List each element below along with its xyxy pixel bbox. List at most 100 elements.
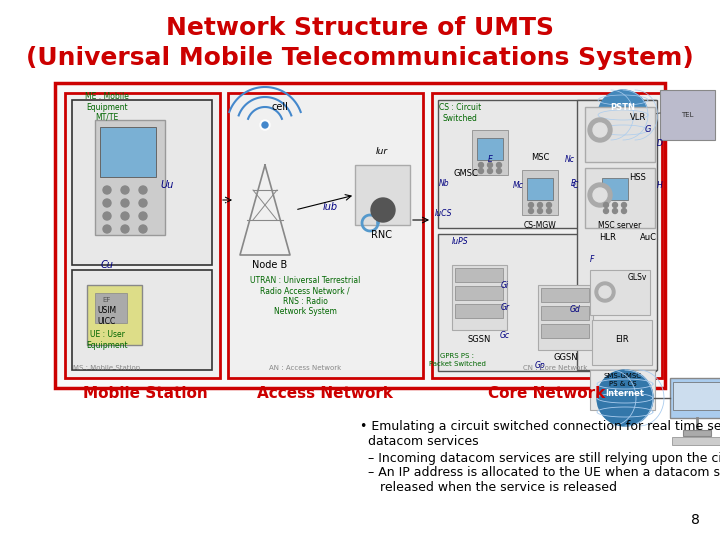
Circle shape xyxy=(593,123,607,137)
Circle shape xyxy=(595,282,615,302)
Text: ME : Mobile
Equipment
MT/TE: ME : Mobile Equipment MT/TE xyxy=(85,92,129,122)
Circle shape xyxy=(593,188,607,202)
Circle shape xyxy=(603,202,608,207)
Bar xyxy=(527,178,553,200)
Circle shape xyxy=(497,163,502,167)
Circle shape xyxy=(599,286,611,298)
Text: Nc: Nc xyxy=(565,156,575,165)
Circle shape xyxy=(588,118,612,142)
Bar xyxy=(438,100,656,228)
Bar xyxy=(65,93,220,378)
Circle shape xyxy=(621,208,626,213)
Circle shape xyxy=(597,370,653,426)
Text: TEL: TEL xyxy=(680,112,693,118)
Text: MSC: MSC xyxy=(531,153,549,163)
Text: cell: cell xyxy=(271,102,289,112)
Circle shape xyxy=(479,168,484,173)
Text: CS-MGW: CS-MGW xyxy=(523,220,557,230)
Circle shape xyxy=(613,208,618,213)
Bar xyxy=(455,286,503,300)
Circle shape xyxy=(621,202,626,207)
Circle shape xyxy=(139,186,147,194)
Text: SMS-GMSC
PS & CS: SMS-GMSC PS & CS xyxy=(604,374,642,387)
Bar xyxy=(541,306,589,320)
Text: Uu: Uu xyxy=(161,180,174,190)
Circle shape xyxy=(262,122,268,128)
Circle shape xyxy=(139,199,147,207)
Text: Gc: Gc xyxy=(500,330,510,340)
Text: EF: EF xyxy=(103,297,111,303)
Circle shape xyxy=(497,168,502,173)
Text: USIM
UICC: USIM UICC xyxy=(97,306,117,326)
Text: CN : Core Network: CN : Core Network xyxy=(523,365,588,371)
Text: Iur: Iur xyxy=(376,147,388,157)
Bar xyxy=(577,100,657,370)
Bar xyxy=(452,265,507,330)
Bar xyxy=(683,430,711,436)
Text: RNC: RNC xyxy=(372,230,392,240)
Circle shape xyxy=(479,163,484,167)
Text: Gi: Gi xyxy=(501,280,509,289)
Text: UE : User
Equipment: UE : User Equipment xyxy=(86,330,128,350)
Bar xyxy=(438,234,656,371)
Bar xyxy=(72,270,212,370)
Text: Nb: Nb xyxy=(438,179,449,187)
Bar xyxy=(541,288,589,302)
Text: GMSC: GMSC xyxy=(454,168,478,178)
Text: AuC: AuC xyxy=(639,233,657,242)
Circle shape xyxy=(546,208,552,213)
Circle shape xyxy=(487,163,492,167)
Circle shape xyxy=(139,212,147,220)
Text: GPRS PS :
Packet Switched: GPRS PS : Packet Switched xyxy=(428,354,485,367)
Circle shape xyxy=(103,212,111,220)
Bar xyxy=(100,127,156,177)
Circle shape xyxy=(598,90,648,140)
Text: – An IP address is allocated to the UE when a datacom service is established and: – An IP address is allocated to the UE w… xyxy=(360,466,720,494)
Text: IuPS: IuPS xyxy=(451,238,468,246)
Circle shape xyxy=(371,198,395,222)
Text: – Incoming datacom services are still relying upon the circuit switched core for: – Incoming datacom services are still re… xyxy=(360,452,720,465)
Text: Gd: Gd xyxy=(570,306,580,314)
Text: Mobile Station: Mobile Station xyxy=(83,386,207,401)
Text: Node B: Node B xyxy=(253,260,287,270)
Bar xyxy=(660,90,715,140)
Text: D: D xyxy=(657,138,663,147)
Bar xyxy=(87,285,142,345)
Text: Gp: Gp xyxy=(535,361,545,369)
Bar xyxy=(472,130,508,175)
Bar xyxy=(590,370,655,410)
Bar xyxy=(355,165,410,225)
Text: GGSN: GGSN xyxy=(554,354,578,362)
Text: CS : Circuit
Switched: CS : Circuit Switched xyxy=(439,103,481,123)
Text: C: C xyxy=(572,180,577,190)
Circle shape xyxy=(538,202,542,207)
Circle shape xyxy=(528,202,534,207)
Text: Cu: Cu xyxy=(101,260,114,270)
Text: E: E xyxy=(487,156,492,165)
Circle shape xyxy=(121,199,129,207)
Circle shape xyxy=(528,208,534,213)
Bar xyxy=(670,378,720,418)
Text: IuCS: IuCS xyxy=(436,208,453,218)
Circle shape xyxy=(588,183,612,207)
Circle shape xyxy=(121,212,129,220)
Bar xyxy=(72,100,212,265)
Circle shape xyxy=(103,199,111,207)
Bar xyxy=(541,324,589,338)
Bar xyxy=(672,437,720,445)
Bar xyxy=(477,138,503,160)
Circle shape xyxy=(139,225,147,233)
Circle shape xyxy=(603,208,608,213)
Text: UTRAN : Universal Terrestrial
Radio Access Network /
RNS : Radio
Network System: UTRAN : Universal Terrestrial Radio Acce… xyxy=(250,276,360,316)
Bar xyxy=(585,107,655,162)
Text: Network Structure of UMTS: Network Structure of UMTS xyxy=(166,16,554,40)
Circle shape xyxy=(121,186,129,194)
Circle shape xyxy=(613,202,618,207)
Bar xyxy=(538,285,593,350)
Bar xyxy=(228,93,423,378)
Text: (Universal Mobile Telecommunications System): (Universal Mobile Telecommunications Sys… xyxy=(26,46,694,70)
Text: lub: lub xyxy=(323,202,338,212)
Text: G: G xyxy=(644,125,652,134)
Text: HLR: HLR xyxy=(600,233,616,242)
Circle shape xyxy=(103,225,111,233)
